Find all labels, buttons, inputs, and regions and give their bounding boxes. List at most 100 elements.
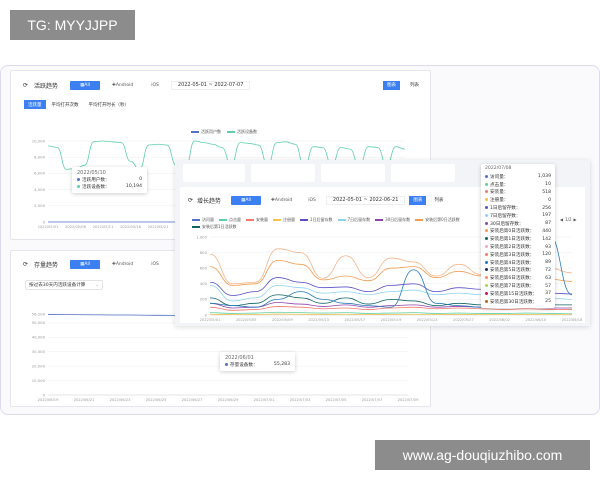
- chart-view-button[interactable]: 图表: [409, 195, 427, 205]
- tooltip-row: 安装后第0日活跃数： 440: [485, 228, 551, 236]
- filter-all[interactable]: ▦ All: [231, 195, 262, 205]
- tooltip-row: 点击量： 10: [485, 181, 551, 189]
- date-range-picker[interactable]: 2022-05-01 ~ 2022-07-07: [170, 80, 251, 90]
- legend-item[interactable]: 活跃用户数: [191, 129, 221, 135]
- tooltip-row: 7日后留存数： 197: [485, 212, 551, 220]
- panel-title: 增长趋势: [197, 197, 222, 205]
- tooltip-row: 安装后第1日活跃数： 142: [485, 235, 551, 243]
- filter-all[interactable]: ▦ All: [70, 80, 101, 90]
- tooltip-row: 安装后第3日活跃数： 120: [485, 251, 551, 259]
- tab-avg-duration[interactable]: 平均打开时长（秒）: [88, 102, 130, 108]
- filter-android[interactable]: ✚ Android: [106, 259, 140, 269]
- filter-ios-label: iOS: [151, 261, 159, 267]
- tab-avg-opens[interactable]: 平均打开次数: [51, 102, 79, 108]
- legend-item[interactable]: 7日后留存数: [337, 217, 371, 223]
- panel-title: 存量趋势: [34, 261, 59, 269]
- filter-ios[interactable]: iOS: [302, 195, 322, 205]
- tooltip-label: 安装后第4日活跃数：: [490, 260, 535, 266]
- calc-basis-select[interactable]: 按过去30天内活跃设备计算 ⌄: [25, 280, 103, 290]
- refresh-icon[interactable]: ⟳: [23, 81, 29, 89]
- tooltip-label: 访问量：: [490, 174, 509, 180]
- x-tick-label: 2022/06/10: [525, 318, 546, 322]
- x-tick-label: 2022/05/05: [236, 318, 257, 322]
- active-legend: 活跃用户数 活跃设备数: [191, 129, 257, 135]
- tab-active-count[interactable]: 活跃量: [24, 100, 46, 109]
- tooltip-row: 访问量： 1,039: [485, 173, 551, 181]
- filter-all[interactable]: ▦ All: [70, 259, 101, 269]
- tooltip-label: 安装后第5日活跃数：: [490, 268, 535, 274]
- tooltip-value: 10: [545, 182, 551, 188]
- refresh-icon[interactable]: ⟳: [23, 260, 29, 268]
- tooltip-value: 37: [545, 291, 551, 297]
- series-dot: [485, 182, 488, 186]
- y-tick-label: 0: [43, 219, 46, 224]
- tooltip-value: 197: [542, 213, 551, 219]
- tooltip-row: 注册量： 0: [485, 196, 551, 204]
- legend-item[interactable]: 注册量: [273, 217, 295, 223]
- tooltip-value: 0: [548, 197, 551, 203]
- legend-item[interactable]: 安装后第1日活跃数: [192, 224, 237, 230]
- legend-label: 访问量: [202, 217, 214, 222]
- series-dot: [485, 213, 488, 217]
- legend-item[interactable]: 访问量: [192, 217, 214, 223]
- series-dot: [485, 291, 488, 295]
- legend-item[interactable]: 安装后第0日活跃数: [415, 217, 460, 223]
- legend-label: 安装量: [256, 217, 268, 222]
- x-tick-label: 2022/05/06: [65, 225, 86, 229]
- tooltip-value: 25: [545, 299, 551, 305]
- chart-view-button[interactable]: 图表: [383, 80, 400, 90]
- tooltip-label: 点击量：: [490, 182, 509, 188]
- series-dot: [485, 190, 488, 194]
- tooltip-label: 安装后第0日活跃数：: [490, 229, 535, 235]
- stock-tooltip: 2022/06/01 存量设备数： 55,283: [220, 352, 295, 371]
- legend-item[interactable]: 30日后留存数: [375, 217, 410, 223]
- growth-tooltip: 2022/07/08 访问量： 1,039 点击量： 10 安装量： 518 注册量： 0 1日…: [481, 164, 555, 308]
- next-page-icon[interactable]: ▶: [573, 217, 577, 222]
- tooltip-row: 活跃用户数： 0: [77, 176, 142, 183]
- legend-item[interactable]: 点击量: [219, 217, 241, 223]
- list-view-button[interactable]: 列表: [410, 83, 419, 88]
- series-line: [209, 313, 573, 316]
- series-line: [209, 306, 572, 311]
- legend-item[interactable]: 安装量: [246, 217, 268, 223]
- y-tick-label: 10,000: [32, 378, 46, 383]
- tooltip-value: 72: [545, 267, 551, 273]
- filter-ios[interactable]: iOS: [145, 80, 165, 90]
- filter-android[interactable]: ✚ Android: [106, 80, 140, 90]
- filter-android[interactable]: ✚ Android: [265, 195, 299, 205]
- tooltip-value: 1,039: [537, 174, 551, 180]
- list-view-button[interactable]: 列表: [434, 198, 444, 203]
- filter-android-label: Android: [274, 197, 293, 203]
- growth-header: ⟳ 增长趋势 ▦ All ✚ Android iOS 2022-05-01 ~ …: [188, 193, 447, 207]
- tooltip-label: 安装后第15日活跃数：: [490, 291, 538, 297]
- series-dot: [485, 206, 488, 210]
- refresh-icon[interactable]: ⟳: [188, 196, 194, 204]
- legend-pager: ◀ 1/2 ▶: [560, 217, 577, 223]
- series-dot: [485, 198, 488, 202]
- select-value: 按过去30天内活跃设备计算: [29, 283, 86, 288]
- legend-item[interactable]: 1日后留存数: [300, 217, 333, 223]
- tooltip-label: 存量设备数：: [230, 362, 258, 368]
- series-dot: [485, 174, 488, 178]
- legend-label: 点击量: [229, 217, 241, 222]
- tooltip-label: 安装后第6日活跃数：: [490, 276, 535, 282]
- x-tick-label: 2022/06/19: [38, 398, 59, 402]
- tooltip-date: 2022/06/01: [225, 355, 254, 361]
- tooltip-row: 存量设备数： 55,283: [225, 361, 290, 368]
- tooltip-date: 2022/05/10: [77, 170, 106, 176]
- filter-ios[interactable]: iOS: [145, 259, 165, 269]
- date-range-picker[interactable]: 2022-05-01 ~ 2022-06-21: [325, 195, 406, 205]
- y-tick-label: 10,000: [32, 138, 46, 143]
- x-tick-label: 2022/06/25: [146, 398, 167, 402]
- y-tick-label: 600: [200, 266, 208, 271]
- legend-label: 7日后留存数: [347, 217, 371, 222]
- x-tick-label: 2022/07/01: [254, 398, 275, 402]
- x-tick-label: 2022/06/18: [562, 318, 583, 322]
- y-tick-label: 1,000: [196, 234, 207, 239]
- legend-item[interactable]: 活跃设备数: [227, 129, 257, 135]
- filter-all-label: All: [245, 197, 251, 203]
- tooltip-label: 活跃设备数：: [82, 184, 110, 190]
- prev-page-icon[interactable]: ◀: [560, 217, 564, 222]
- tooltip-value: 0: [139, 177, 142, 182]
- x-tick-label: 2022/05/09: [272, 318, 293, 322]
